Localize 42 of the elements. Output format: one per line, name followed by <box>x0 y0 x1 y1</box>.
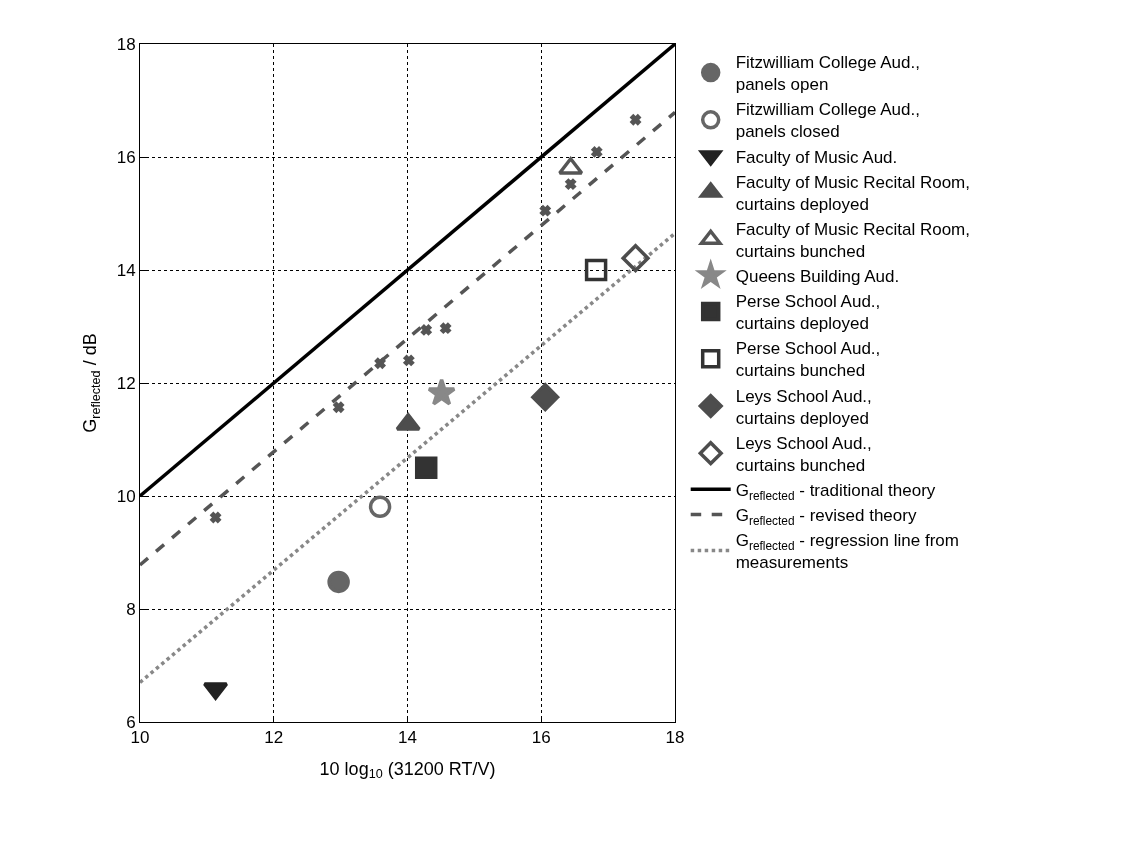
point <box>427 378 457 406</box>
legend-label: Leys School Aud., curtains bunched <box>735 433 872 475</box>
point <box>414 456 438 479</box>
legend-label: Fitzwilliam College Aud., panels open <box>735 53 920 95</box>
point <box>630 114 642 126</box>
legend-label: Perse School Aud., curtains deployed <box>735 292 881 334</box>
legend-label: Faculty of Music Aud. <box>735 147 898 167</box>
point <box>374 357 386 369</box>
point <box>403 354 415 366</box>
point <box>440 322 452 334</box>
legend-label: Perse School Aud., curtains bunched <box>735 339 881 381</box>
legend-label: G$_{reflected}$ - regression line from measurements <box>735 531 959 573</box>
point <box>584 258 608 282</box>
point <box>420 324 432 336</box>
legend-label: Fitzwilliam College Aud., panels closed <box>735 100 920 142</box>
legend-label: Leys School Aud., curtains deployed <box>735 386 872 428</box>
point <box>539 205 551 217</box>
y-tick-label: 16 <box>116 147 136 167</box>
y-tick-label: 6 <box>126 712 136 732</box>
y-tick-label: 12 <box>116 373 136 393</box>
point <box>210 511 222 523</box>
point <box>368 495 392 518</box>
x-axis-title: 10 log$_{10}$ (31200 RT/V) <box>319 758 496 782</box>
x-tick-label: 14 <box>398 728 417 748</box>
legend-label: Queens Building Aud. <box>735 267 900 287</box>
point <box>565 178 577 190</box>
legend-label: Faculty of Music Recital Room, curtains deployed <box>735 172 970 214</box>
y-tick-label: 18 <box>116 34 136 54</box>
x-tick-label: 18 <box>665 728 685 748</box>
x-tick-label: 16 <box>531 728 551 748</box>
y-tick-label: 10 <box>116 486 136 506</box>
legend-label: G$_{reflected}$ - traditional theory <box>735 480 936 503</box>
x-tick-label: 12 <box>264 728 284 748</box>
point <box>531 383 560 412</box>
point <box>333 401 345 413</box>
y-tick-label: 14 <box>116 260 136 280</box>
point <box>621 244 650 273</box>
legend-label: Faculty of Music Recital Room, curtains bunched <box>735 219 970 261</box>
point <box>591 146 603 158</box>
y-tick-label: 8 <box>126 599 136 619</box>
point <box>327 570 350 594</box>
legend-label: G$_{reflected}$ - revised theory <box>735 506 917 528</box>
